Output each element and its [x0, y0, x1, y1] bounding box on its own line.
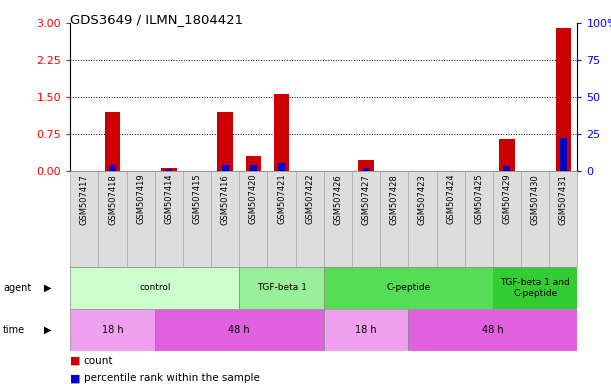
Bar — [278, 164, 285, 171]
Text: GSM507427: GSM507427 — [362, 174, 371, 225]
Text: 48 h: 48 h — [229, 325, 250, 335]
Text: GSM507424: GSM507424 — [446, 174, 455, 224]
Bar — [222, 165, 229, 171]
Bar — [493, 171, 521, 267]
Text: ■: ■ — [70, 356, 81, 366]
Bar — [324, 171, 352, 267]
Bar — [211, 171, 240, 267]
Text: GSM507422: GSM507422 — [306, 174, 314, 224]
Bar — [161, 169, 177, 171]
Bar — [70, 267, 240, 309]
Text: TGF-beta 1 and
C-peptide: TGF-beta 1 and C-peptide — [500, 278, 570, 298]
Text: GSM507419: GSM507419 — [136, 174, 145, 224]
Text: GSM507429: GSM507429 — [502, 174, 511, 224]
Bar — [521, 171, 549, 267]
Bar — [555, 28, 571, 171]
Text: control: control — [139, 283, 170, 293]
Text: GSM507431: GSM507431 — [559, 174, 568, 225]
Text: GSM507421: GSM507421 — [277, 174, 286, 224]
Bar — [408, 309, 577, 351]
Bar — [296, 171, 324, 267]
Text: time: time — [3, 325, 25, 335]
Bar — [268, 171, 296, 267]
Text: ▶: ▶ — [44, 325, 51, 335]
Bar — [549, 171, 577, 267]
Text: GDS3649 / ILMN_1804421: GDS3649 / ILMN_1804421 — [70, 13, 243, 26]
Text: GSM507425: GSM507425 — [474, 174, 483, 224]
Text: 18 h: 18 h — [101, 325, 123, 335]
Text: GSM507418: GSM507418 — [108, 174, 117, 225]
Text: GSM507420: GSM507420 — [249, 174, 258, 224]
Text: GSM507430: GSM507430 — [530, 174, 540, 225]
Bar — [362, 168, 370, 171]
Bar — [250, 165, 257, 171]
Text: GSM507417: GSM507417 — [80, 174, 89, 225]
Text: percentile rank within the sample: percentile rank within the sample — [84, 373, 260, 383]
Bar — [493, 267, 577, 309]
Bar — [166, 169, 172, 171]
Text: 18 h: 18 h — [355, 325, 377, 335]
Text: GSM507414: GSM507414 — [164, 174, 174, 224]
Bar — [70, 309, 155, 351]
Text: GSM507423: GSM507423 — [418, 174, 427, 225]
Text: ■: ■ — [70, 373, 81, 383]
Bar — [436, 171, 465, 267]
Bar — [358, 160, 374, 171]
Bar — [324, 309, 408, 351]
Text: TGF-beta 1: TGF-beta 1 — [257, 283, 307, 293]
Bar — [324, 267, 493, 309]
Bar — [98, 171, 126, 267]
Bar — [274, 94, 290, 171]
Bar — [109, 165, 116, 171]
Bar — [126, 171, 155, 267]
Bar — [183, 171, 211, 267]
Bar — [240, 267, 324, 309]
Bar — [240, 171, 268, 267]
Bar — [155, 171, 183, 267]
Bar — [503, 166, 510, 171]
Bar — [155, 309, 324, 351]
Text: GSM507426: GSM507426 — [334, 174, 342, 225]
Text: count: count — [84, 356, 113, 366]
Bar — [465, 171, 493, 267]
Text: GSM507428: GSM507428 — [390, 174, 399, 225]
Bar — [218, 112, 233, 171]
Bar — [499, 139, 514, 171]
Text: ▶: ▶ — [44, 283, 51, 293]
Bar — [408, 171, 436, 267]
Text: GSM507415: GSM507415 — [192, 174, 202, 224]
Bar — [380, 171, 408, 267]
Text: C-peptide: C-peptide — [386, 283, 431, 293]
Bar — [560, 138, 567, 171]
Text: agent: agent — [3, 283, 31, 293]
Bar — [70, 171, 98, 267]
Bar — [352, 171, 380, 267]
Text: GSM507416: GSM507416 — [221, 174, 230, 225]
Text: 48 h: 48 h — [482, 325, 503, 335]
Bar — [104, 112, 120, 171]
Bar — [246, 156, 261, 171]
